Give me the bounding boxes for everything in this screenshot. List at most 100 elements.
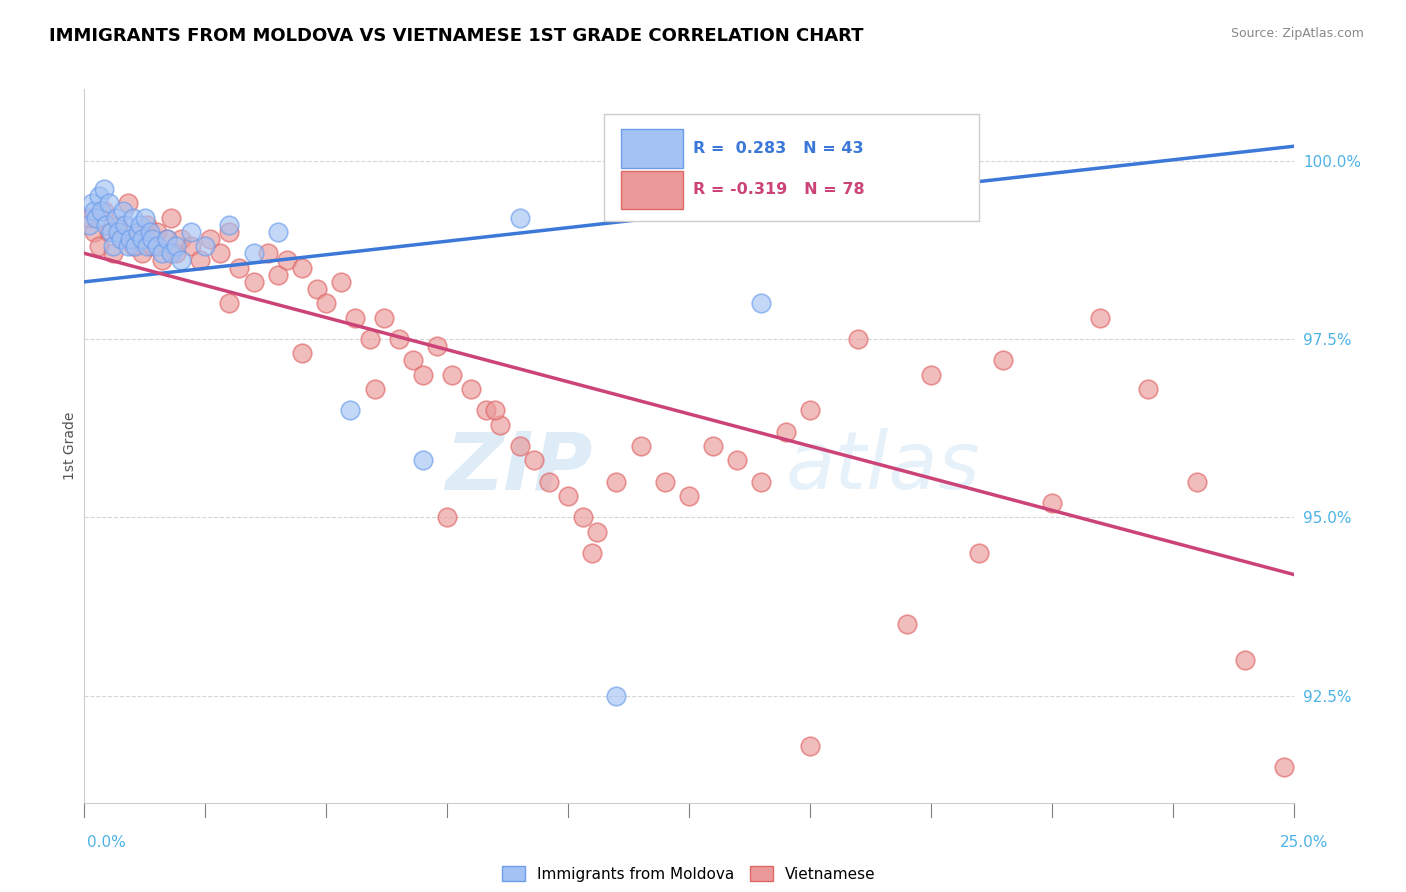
- Text: atlas: atlas: [786, 428, 980, 507]
- Point: [1272, 760, 1295, 774]
- Point: [702, 439, 724, 453]
- Point: [218, 296, 240, 310]
- Point: [110, 232, 132, 246]
- Point: [104, 211, 127, 225]
- Point: [489, 417, 512, 432]
- Point: [993, 353, 1015, 368]
- FancyBboxPatch shape: [605, 114, 979, 221]
- Point: [305, 282, 328, 296]
- Point: [426, 339, 449, 353]
- Point: [1185, 475, 1208, 489]
- Point: [484, 403, 506, 417]
- Point: [846, 332, 869, 346]
- Point: [121, 211, 143, 225]
- Point: [218, 225, 240, 239]
- Point: [127, 225, 149, 239]
- Point: [344, 310, 367, 325]
- Point: [537, 475, 560, 489]
- Point: [103, 239, 125, 253]
- Point: [460, 382, 482, 396]
- Point: [160, 246, 183, 260]
- Point: [208, 246, 231, 260]
- Point: [131, 246, 153, 260]
- Point: [165, 246, 187, 260]
- Point: [100, 225, 122, 239]
- Point: [412, 368, 434, 382]
- Point: [509, 439, 531, 453]
- Point: [1088, 310, 1111, 325]
- Point: [242, 275, 264, 289]
- Point: [190, 253, 212, 268]
- Point: [83, 203, 105, 218]
- Point: [112, 232, 135, 246]
- Point: [117, 196, 139, 211]
- Point: [291, 346, 314, 360]
- Text: 0.0%: 0.0%: [87, 836, 127, 850]
- Point: [373, 310, 395, 325]
- Point: [94, 218, 117, 232]
- Point: [967, 546, 990, 560]
- Text: R =  0.283   N = 43: R = 0.283 N = 43: [693, 141, 863, 156]
- Point: [920, 368, 942, 382]
- Point: [267, 225, 290, 239]
- Point: [117, 239, 139, 253]
- Point: [124, 239, 146, 253]
- Point: [402, 353, 425, 368]
- Point: [581, 546, 603, 560]
- Point: [678, 489, 700, 503]
- Point: [571, 510, 593, 524]
- Point: [339, 403, 361, 417]
- Point: [198, 232, 221, 246]
- Point: [799, 403, 821, 417]
- Point: [114, 218, 136, 232]
- Point: [86, 211, 108, 225]
- Point: [103, 246, 125, 260]
- Text: R = -0.319   N = 78: R = -0.319 N = 78: [693, 182, 865, 197]
- Point: [509, 211, 531, 225]
- Point: [412, 453, 434, 467]
- Point: [136, 218, 159, 232]
- Point: [141, 232, 163, 246]
- Point: [83, 225, 105, 239]
- Point: [359, 332, 381, 346]
- Point: [131, 232, 153, 246]
- Point: [605, 689, 627, 703]
- Point: [475, 403, 498, 417]
- Point: [165, 239, 187, 253]
- Text: 25.0%: 25.0%: [1281, 836, 1329, 850]
- Legend: Immigrants from Moldova, Vietnamese: Immigrants from Moldova, Vietnamese: [496, 860, 882, 888]
- Point: [141, 239, 163, 253]
- Point: [155, 232, 177, 246]
- Point: [90, 203, 112, 218]
- Point: [388, 332, 411, 346]
- Point: [127, 225, 149, 239]
- Point: [77, 218, 100, 232]
- Point: [363, 382, 385, 396]
- Point: [557, 489, 579, 503]
- Point: [329, 275, 352, 289]
- FancyBboxPatch shape: [621, 129, 683, 168]
- Point: [87, 239, 110, 253]
- Point: [170, 232, 193, 246]
- Point: [725, 453, 748, 467]
- Point: [134, 211, 156, 225]
- Point: [1137, 382, 1160, 396]
- Point: [799, 739, 821, 753]
- Point: [751, 296, 773, 310]
- Point: [150, 253, 173, 268]
- Point: [1234, 653, 1257, 667]
- Point: [146, 239, 169, 253]
- Y-axis label: 1st Grade: 1st Grade: [63, 412, 77, 480]
- Point: [194, 239, 217, 253]
- Point: [440, 368, 463, 382]
- Point: [630, 439, 652, 453]
- Point: [97, 196, 120, 211]
- Point: [1040, 496, 1063, 510]
- Point: [257, 246, 280, 260]
- Point: [129, 218, 152, 232]
- Point: [751, 475, 773, 489]
- Point: [107, 218, 129, 232]
- Point: [242, 246, 264, 260]
- Point: [97, 225, 120, 239]
- Point: [112, 203, 135, 218]
